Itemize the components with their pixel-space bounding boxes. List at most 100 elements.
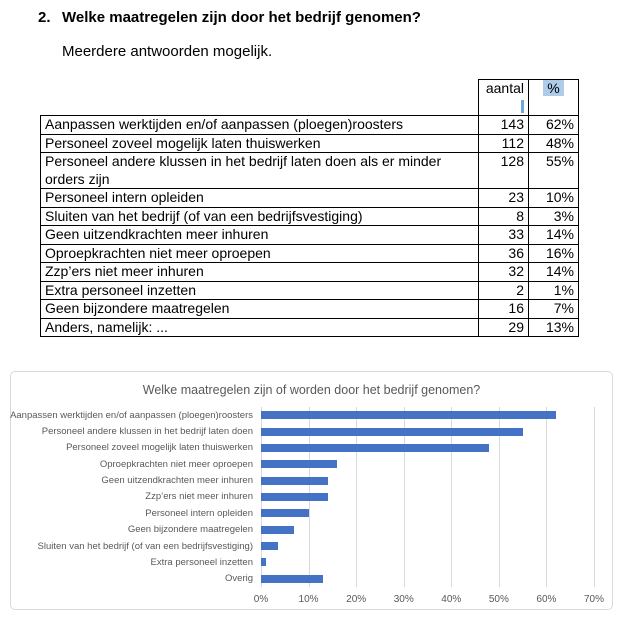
table-cell-pct: 14% <box>528 262 579 282</box>
chart-bar <box>261 558 266 567</box>
chart-x-tick-label: 40% <box>441 594 462 605</box>
table-row: Personeel zoveel mogelijk laten thuiswer… <box>40 133 579 153</box>
chart-x-tick-label: 10% <box>298 594 319 605</box>
table-cell-pct: 62% <box>528 115 579 135</box>
question-title: Welke maatregelen zijn door het bedrijf … <box>62 9 421 26</box>
chart-bar <box>261 525 295 534</box>
table-cell-aantal: 23 <box>478 188 529 208</box>
chart-x-tick-label: 20% <box>346 594 367 605</box>
chart-row <box>261 407 594 423</box>
chart-gridline <box>594 407 595 587</box>
chart-bar <box>261 460 338 469</box>
chart-row <box>261 440 594 456</box>
chart-bar <box>261 492 328 501</box>
header-blank-cell <box>41 80 479 116</box>
chart-category-label: Extra personeel inzetten <box>150 556 253 568</box>
selection-highlight <box>521 99 524 113</box>
question-heading: 2. Welke maatregelen zijn door het bedri… <box>38 9 622 26</box>
table-cell-aantal: 8 <box>478 206 529 226</box>
table-cell-label: Personeel andere klussen in het bedrijf … <box>40 152 479 189</box>
chart-category-label: Zzp’ers niet meer inhuren <box>145 491 253 503</box>
chart-x-tick-label: 50% <box>488 594 509 605</box>
table-cell-label: Personeel zoveel mogelijk laten thuiswer… <box>40 133 479 153</box>
table-cell-label: Geen uitzendkrachten meer inhuren <box>40 225 479 245</box>
chart-bar <box>261 443 490 452</box>
chart-x-tick-label: 60% <box>536 594 557 605</box>
table-cell-label: Anders, namelijk: ... <box>40 317 479 337</box>
table-cell-pct: 1% <box>528 280 579 300</box>
chart-x-tick-label: 30% <box>393 594 414 605</box>
table-cell-pct: 13% <box>528 317 579 337</box>
chart-gridline <box>356 407 358 587</box>
chart-category-label: Geen bijzondere maatregelen <box>127 524 253 536</box>
chart-gridline <box>403 407 405 587</box>
table-cell-label: Zzp’ers niet meer inhuren <box>40 262 479 282</box>
chart-x-tick-label: 70% <box>583 594 605 605</box>
chart-x-axis: 0% 10% 20% 30% 40% 50% 60% 70% <box>254 587 604 613</box>
table-cell-label: Extra personeel inzetten <box>40 280 479 300</box>
table-cell-label: Sluiten van het bedrijf (of van een bedr… <box>40 206 479 226</box>
chart-category-label: Oproepkrachten niet meer oproepen <box>99 458 253 470</box>
chart-category-label: Personeel zoveel mogelijk laten thuiswer… <box>66 442 253 454</box>
chart-row <box>261 522 594 538</box>
table-cell-label: Geen bijzondere maatregelen <box>40 299 479 319</box>
chart-category-labels: Aanpassen werktijden en/of aanpassen (pl… <box>10 407 261 587</box>
chart-bars <box>261 407 594 587</box>
chart-category-label: Personeel andere klussen in het bedrijf … <box>41 426 253 438</box>
header-percent-label: % <box>543 80 564 96</box>
table-cell-aantal: 32 <box>478 262 529 282</box>
table-row: Sluiten van het bedrijf (of van een bedr… <box>40 206 579 226</box>
chart-title: Welke maatregelen zijn of worden door he… <box>142 383 481 397</box>
chart-bar <box>261 476 328 485</box>
chart-row <box>261 472 594 488</box>
chart-row <box>261 456 594 472</box>
table-row: Anders, namelijk: ... 29 13% <box>40 317 579 337</box>
header-percent: % <box>528 79 579 116</box>
table-row: Personeel intern opleiden 23 10% <box>40 188 579 208</box>
chart-bar <box>261 411 556 420</box>
table-cell-aantal: 29 <box>478 317 529 337</box>
table-cell-aantal: 143 <box>478 115 529 135</box>
table-cell-label: Personeel intern opleiden <box>40 188 479 208</box>
question-subtitle: Meerdere antwoorden mogelijk. <box>62 43 273 60</box>
chart-x-tick-label: 0% <box>253 594 269 605</box>
chart-gridline <box>546 407 548 587</box>
table-cell-pct: 10% <box>528 188 579 208</box>
chart-area: Aanpassen werktijden en/of aanpassen (pl… <box>10 407 612 613</box>
table-cell-pct: 7% <box>528 299 579 319</box>
chart-row <box>261 538 594 554</box>
chart-row <box>261 571 594 587</box>
table-cell-pct: 48% <box>528 133 579 153</box>
chart-gridline <box>451 407 453 587</box>
table-cell-aantal: 16 <box>478 299 529 319</box>
table-cell-label: Oproepkrachten niet meer oproepen <box>40 243 479 263</box>
header-aantal-label: aantal <box>485 80 524 96</box>
chart-row <box>261 505 594 521</box>
chart-row <box>261 489 594 505</box>
chart-plot-area <box>261 407 595 587</box>
table-cell-pct: 55% <box>528 152 579 189</box>
table-cell-aantal: 2 <box>478 280 529 300</box>
chart-bar <box>261 542 278 551</box>
table-cell-aantal: 36 <box>478 243 529 263</box>
table-row: Aanpassen werktijden en/of aanpassen (pl… <box>40 115 579 135</box>
chart-category-label: Geen uitzendkrachten meer inhuren <box>101 475 253 487</box>
chart-bar <box>261 509 309 518</box>
table-cell-aantal: 33 <box>478 225 529 245</box>
table-row: Extra personeel inzetten 2 1% <box>40 280 579 300</box>
document-page: 2. Welke maatregelen zijn door het bedri… <box>0 9 622 610</box>
table-row: Zzp’ers niet meer inhuren 32 14% <box>40 262 579 282</box>
table-row: Geen bijzondere maatregelen 16 7% <box>40 299 579 319</box>
table-row: Geen uitzendkrachten meer inhuren 33 14% <box>40 225 579 245</box>
table-cell-aantal: 112 <box>478 133 529 153</box>
chart-row <box>261 554 594 570</box>
question-number: 2. <box>38 9 51 26</box>
chart-category-label: Aanpassen werktijden en/of aanpassen (pl… <box>10 409 253 421</box>
table-cell-pct: 14% <box>528 225 579 245</box>
chart-row <box>261 423 594 439</box>
table-row: Personeel andere klussen in het bedrijf … <box>40 152 579 189</box>
chart-category-label: Sluiten van het bedrijf (of van een bedr… <box>37 540 253 552</box>
table-cell-pct: 3% <box>528 206 579 226</box>
chart-bar <box>261 427 523 436</box>
table-cell-label: Aanpassen werktijden en/of aanpassen (pl… <box>40 115 479 135</box>
